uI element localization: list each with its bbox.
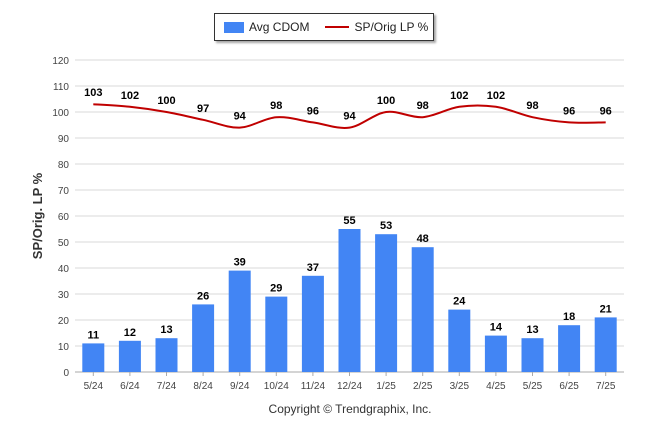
- x-tick-label: 9/24: [230, 381, 250, 392]
- bar-value-label: 29: [270, 283, 282, 295]
- y-tick-label: 30: [58, 290, 70, 301]
- bar-value-label: 26: [197, 290, 209, 302]
- line-value-label: 98: [417, 100, 429, 112]
- bar: [228, 270, 251, 372]
- bar: [484, 335, 507, 372]
- line-value-label: 102: [121, 90, 139, 102]
- legend-item-line: SP/Orig LP %: [309, 20, 428, 34]
- copyright: Copyright © Trendgraphix, Inc.: [268, 402, 432, 416]
- y-tick-label: 80: [58, 160, 70, 171]
- bar-value-label: 12: [124, 327, 136, 339]
- bar: [338, 229, 361, 372]
- y-tick-label: 50: [58, 238, 70, 249]
- legend-item-bar: Avg CDOM: [215, 20, 309, 34]
- y-tick-label: 110: [53, 82, 69, 93]
- x-tick-label: 6/25: [559, 381, 579, 392]
- line-value-label: 103: [84, 87, 102, 99]
- bar-value-label: 53: [380, 220, 392, 232]
- y-tick-label: 120: [52, 56, 69, 67]
- line-series: [93, 103, 606, 129]
- line-value-label: 97: [197, 103, 209, 115]
- x-tick-label: 5/25: [523, 381, 543, 392]
- bar: [82, 343, 105, 372]
- bar: [301, 275, 324, 372]
- line-value-label: 102: [450, 90, 468, 102]
- line-value-label: 98: [526, 100, 538, 112]
- line-value-label: 96: [307, 105, 319, 117]
- bar-value-label: 21: [600, 303, 612, 315]
- x-tick-label: 2/25: [413, 381, 433, 392]
- bar: [448, 309, 471, 372]
- bar-value-label: 37: [307, 262, 319, 274]
- line-value-label: 94: [234, 111, 247, 123]
- legend-bar-label: Avg CDOM: [249, 20, 310, 34]
- x-tick-label: 3/25: [450, 381, 470, 392]
- y-tick-label: 60: [58, 212, 70, 223]
- bar-value-label: 13: [526, 324, 538, 336]
- bar-value-label: 55: [343, 215, 355, 227]
- bar: [155, 338, 178, 372]
- bar-value-label: 39: [234, 257, 246, 269]
- y-tick-label: 100: [52, 108, 69, 119]
- x-tick-label: 4/25: [486, 381, 506, 392]
- x-tick-label: 5/24: [84, 381, 104, 392]
- y-tick-label: 40: [58, 264, 70, 275]
- line-value-label: 96: [563, 105, 575, 117]
- y-axis-title: SP/Orig. LP %: [30, 172, 45, 259]
- line-value-label: 96: [600, 105, 612, 117]
- legend: Avg CDOM SP/Orig LP %: [214, 13, 434, 41]
- legend-bar-swatch: [224, 21, 244, 33]
- bar-value-label: 18: [563, 311, 575, 323]
- x-tick-label: 11/24: [301, 381, 326, 392]
- y-tick-label: 10: [58, 342, 70, 353]
- bar-value-label: 24: [453, 296, 466, 308]
- bar-value-label: 11: [87, 329, 99, 341]
- bar: [265, 296, 288, 372]
- bar: [118, 340, 141, 372]
- x-tick-label: 6/24: [120, 381, 140, 392]
- x-tick-label: 12/24: [337, 381, 362, 392]
- y-tick-label: 70: [58, 186, 70, 197]
- bar: [594, 317, 617, 372]
- line-value-label: 94: [343, 111, 356, 123]
- bar-value-label: 13: [160, 324, 172, 336]
- y-tick-label: 0: [63, 368, 69, 379]
- line-value-label: 98: [270, 100, 282, 112]
- legend-line-label: SP/Orig LP %: [354, 20, 429, 34]
- bar-value-label: 48: [417, 233, 429, 245]
- bar: [558, 325, 581, 372]
- line-value-label: 102: [487, 90, 505, 102]
- x-tick-label: 10/24: [264, 381, 289, 392]
- line-value-label: 100: [377, 95, 395, 107]
- x-tick-label: 8/24: [193, 381, 213, 392]
- x-tick-label: 7/25: [596, 381, 616, 392]
- y-tick-label: 90: [58, 134, 70, 145]
- bar: [192, 304, 215, 372]
- y-tick-label: 20: [58, 316, 70, 327]
- bar: [521, 338, 544, 372]
- bar-value-label: 14: [490, 322, 503, 334]
- line-value-label: 100: [157, 95, 175, 107]
- legend-line-swatch: [325, 26, 350, 28]
- bar: [375, 234, 398, 372]
- bar: [411, 247, 434, 372]
- x-tick-label: 1/25: [376, 381, 396, 392]
- x-tick-label: 7/24: [157, 381, 177, 392]
